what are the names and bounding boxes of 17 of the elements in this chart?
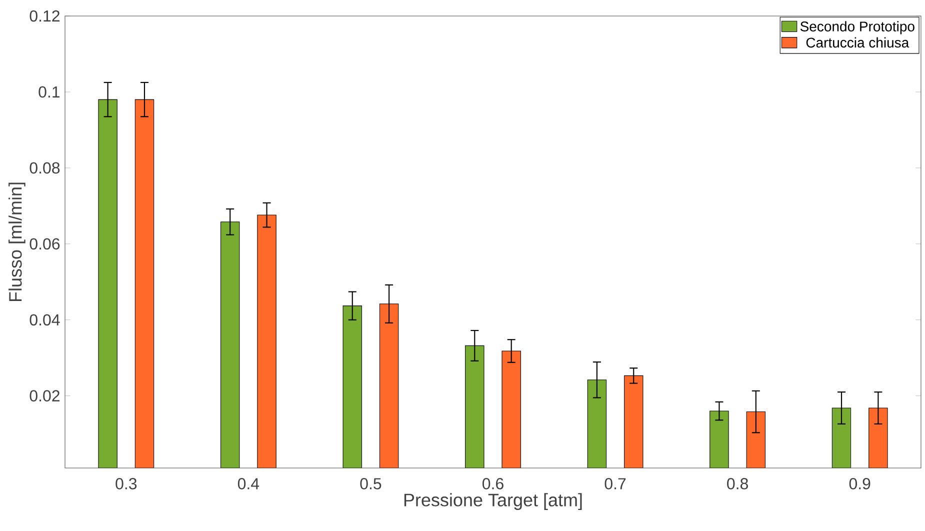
y-tick-label: 0.02 (30, 390, 60, 402)
x-axis-title: Pressione Target [atm] (404, 493, 582, 510)
x-tick-label: 0.4 (238, 478, 260, 490)
x-tick-label: 0.7 (604, 478, 626, 490)
x-tick-label: 0.5 (360, 478, 382, 490)
y-axis-title: Flusso [ml/min] (8, 182, 26, 302)
y-tick-label: 0.04 (30, 314, 60, 326)
y-tick-label: 0.12 (30, 10, 60, 22)
x-tick-label: 0.9 (849, 478, 870, 490)
x-tick-label: 0.3 (116, 478, 137, 490)
x-tick-label: 0.6 (482, 478, 504, 490)
x-tick-label: 0.8 (727, 478, 748, 490)
legend-label: Cartuccia chiusa (806, 37, 910, 48)
y-tick-label: 0.06 (30, 238, 60, 250)
y-tick-label: 0.08 (30, 162, 60, 174)
legend-label: Secondo Prototipo (800, 21, 914, 34)
y-tick-label: 0.1 (38, 86, 60, 98)
